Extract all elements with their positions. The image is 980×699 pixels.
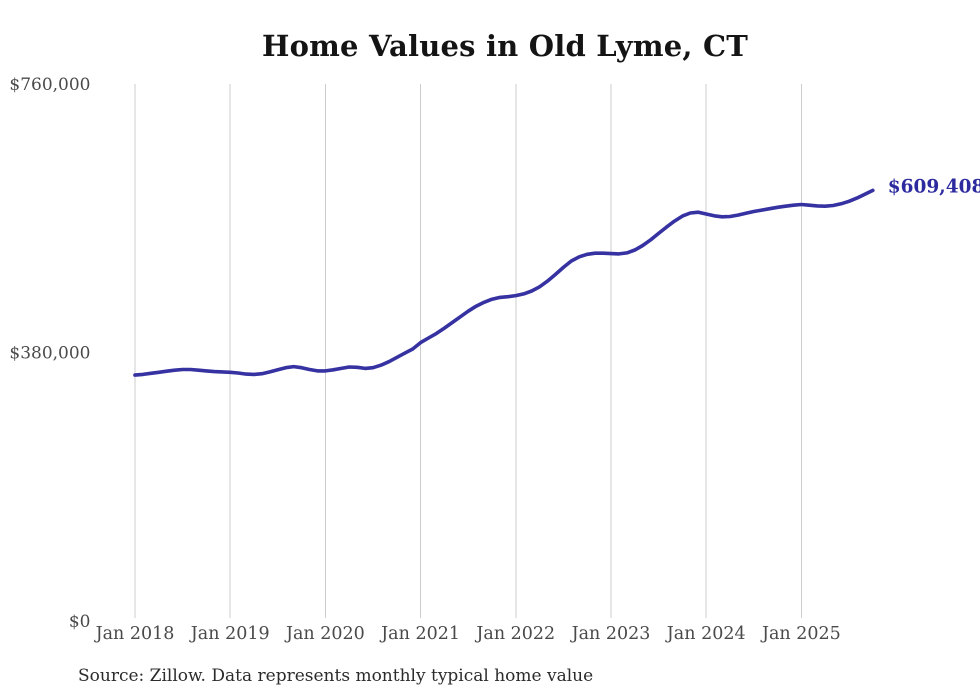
x-axis-tick-label: Jan 2024	[665, 624, 746, 644]
x-axis-tick-label: Jan 2023	[570, 624, 651, 644]
y-axis-tick-label: $380,000	[9, 344, 90, 364]
x-axis-tick-label: Jan 2019	[189, 624, 270, 644]
chart-title: Home Values in Old Lyme, CT	[261, 29, 749, 63]
x-axis-tick-label: Jan 2020	[284, 624, 365, 644]
latest-value-label: $609,408	[888, 176, 980, 197]
x-axis-tick-label: Jan 2025	[760, 624, 841, 644]
x-axis-tick-label: Jan 2021	[379, 624, 460, 644]
source-note: Source: Zillow. Data represents monthly …	[78, 666, 594, 686]
y-axis-tick-label: $0	[69, 612, 91, 632]
x-axis-tick-label: Jan 2022	[474, 624, 555, 644]
x-axis-tick-label: Jan 2018	[94, 624, 175, 644]
y-axis-tick-label: $760,000	[9, 75, 90, 95]
home-value-line	[133, 188, 875, 377]
